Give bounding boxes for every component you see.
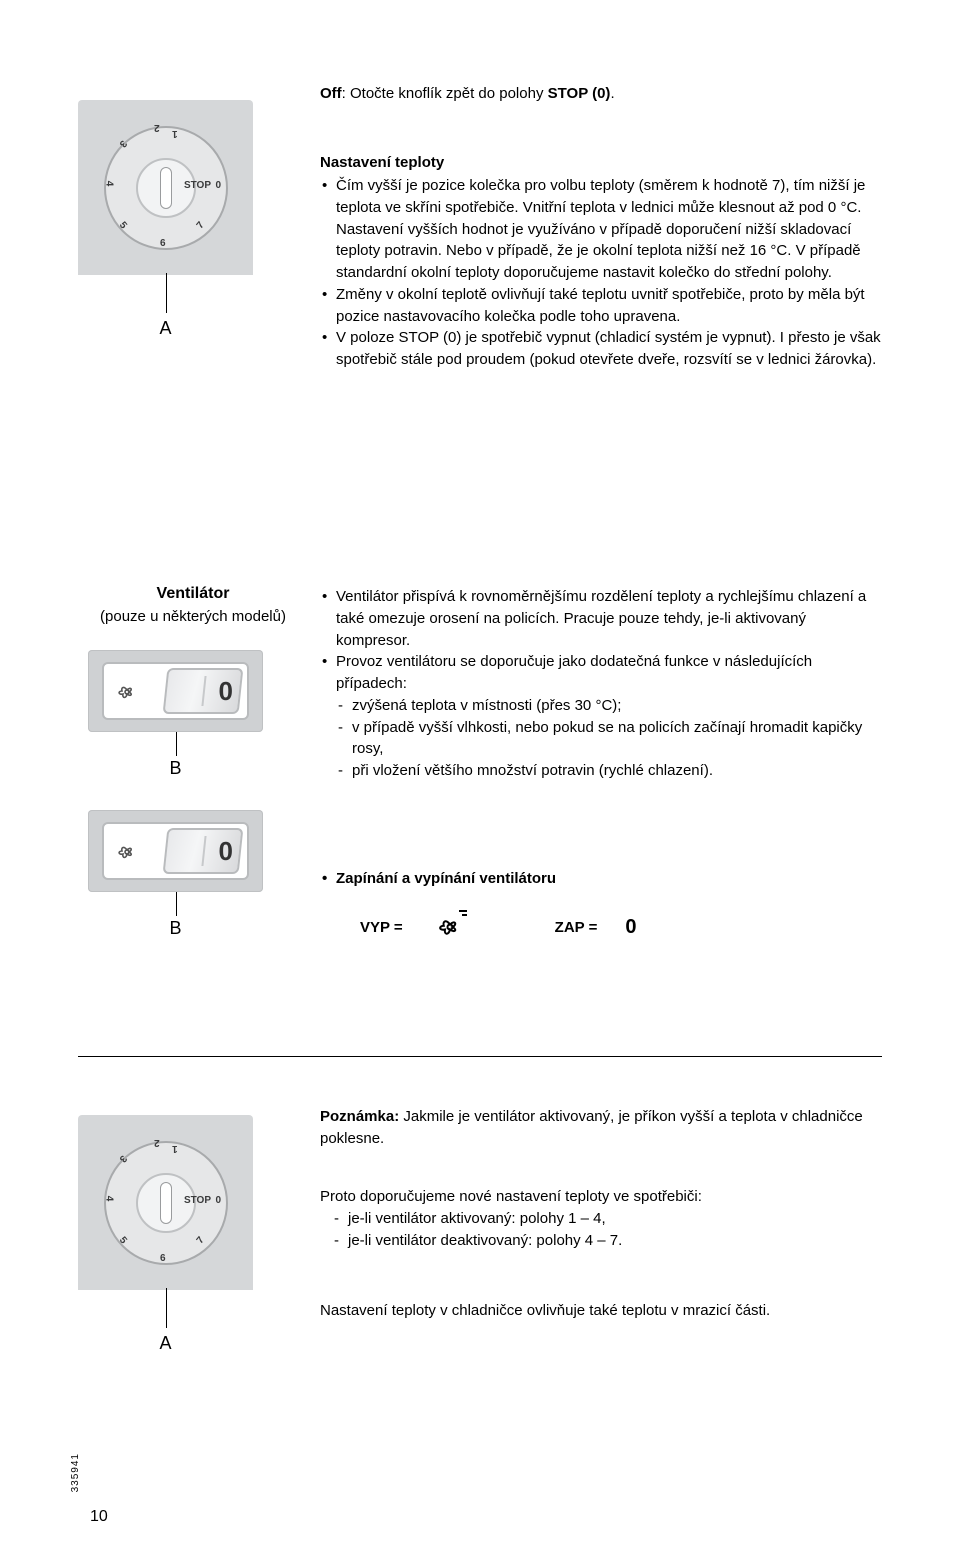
list-item: Ventilátor přispívá k rovnoměrnějšímu ro… — [320, 586, 882, 651]
dial-plate: STOP 0 1 2 3 4 5 6 7 — [78, 100, 253, 275]
fan-toggle-row: VYP = ZAP = 0 — [320, 912, 882, 942]
fan-pointer-label-b: B — [169, 758, 181, 779]
divider — [78, 1056, 882, 1057]
ventilator-subtitle: (pouze u některých modelů) — [78, 608, 308, 625]
nastaveni-heading: Nastavení teploty — [320, 154, 882, 171]
fan-icon — [435, 912, 465, 942]
toggle-off-label: VYP = — [360, 919, 403, 936]
ventilator-title: Ventilátor — [78, 585, 308, 603]
toggle-on-label: ZAP = — [555, 919, 598, 936]
note-freezer: Nastavení teploty v chladničce ovlivňuje… — [320, 1300, 882, 1322]
fan-icon — [115, 840, 139, 864]
fan-icon — [115, 680, 139, 704]
ventilator-list: Ventilátor přispívá k rovnoměrnějšímu ro… — [320, 586, 882, 782]
nastaveni-list: Čím vyšší je pozice kolečka pro volbu te… — [320, 175, 882, 371]
off-heading: Off: Otočte knoflík zpět do polohy STOP … — [320, 85, 882, 102]
note-paragraph: Poznámka: Jakmile je ventilátor aktivova… — [320, 1106, 882, 1150]
dial-figure-a: STOP 0 1 2 3 4 5 6 7 A — [78, 100, 308, 275]
list-item: Změny v okolní teplotě ovlivňují také te… — [320, 284, 882, 328]
page-number: 10 — [90, 1508, 108, 1526]
list-item: Čím vyšší je pozice kolečka pro volbu te… — [320, 175, 882, 284]
recommendation-block: Proto doporučujeme nové nastavení teplot… — [320, 1186, 882, 1251]
list-item: V poloze STOP (0) je spotřebič vypnut (c… — [320, 327, 882, 371]
dial-figure-a-2: STOP 0 1 2 3 4 5 6 7 A — [78, 1115, 308, 1290]
fan-figure-b-2: 0 B — [78, 810, 308, 892]
dial-pointer-label-a: A — [159, 318, 171, 339]
dial-stop-label: STOP — [184, 180, 211, 191]
page-id: 335941 — [70, 1453, 81, 1492]
fan-figure-b-1: 0 B — [78, 650, 308, 732]
fan-toggle-heading: Zapínání a vypínání ventilátoru — [320, 868, 882, 890]
list-item: Provoz ventilátoru se doporučuje jako do… — [320, 651, 882, 782]
toggle-on-value: 0 — [625, 916, 636, 939]
